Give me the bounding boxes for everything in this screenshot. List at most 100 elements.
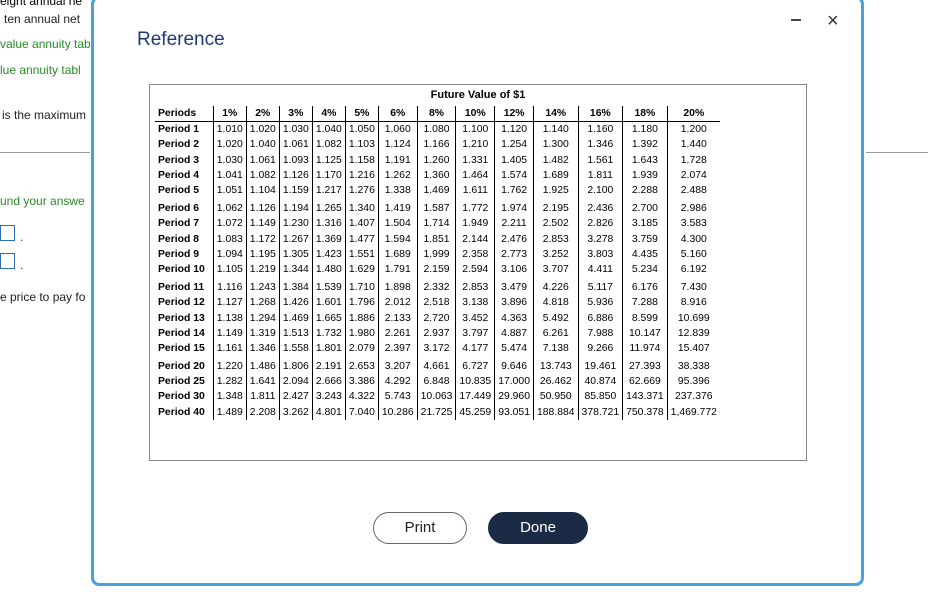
column-header-rate: 10% (455, 106, 495, 123)
answer-input-1[interactable] (0, 225, 15, 241)
table-cell: 1.230 (278, 216, 313, 232)
table-cell: 1.041 (212, 167, 247, 183)
table-cell: 2.720 (416, 310, 456, 326)
bg-period-2: . (20, 258, 24, 272)
table-cell: 40.874 (577, 374, 623, 390)
table-cell: 38.338 (666, 356, 720, 375)
table-cell: 1.939 (622, 167, 668, 183)
table-cell: 17.449 (455, 389, 495, 405)
table-cell: 3.797 (455, 325, 495, 341)
table-cell: 1.348 (212, 389, 247, 405)
table-cell: 1.161 (212, 340, 247, 356)
table-cell: 4.322 (344, 389, 379, 405)
table-cell: 1.160 (577, 121, 623, 138)
table-cell: 1.641 (245, 374, 280, 390)
table-cell: 1.482 (532, 152, 579, 168)
table-cell: 3.278 (577, 231, 623, 247)
period-label: Period 25 (158, 376, 205, 388)
table-cell: 1.060 (377, 121, 418, 138)
column-header-rate: 6% (377, 106, 418, 123)
column-header-rate: 18% (622, 106, 668, 123)
table-cell: 3.262 (278, 404, 313, 420)
table-cell: 2.195 (532, 198, 579, 217)
table-cell: 6.192 (666, 261, 720, 278)
period-label: Period 6 (158, 203, 199, 215)
table-cell: 5.234 (622, 261, 668, 278)
table-cell: 3.479 (494, 277, 534, 296)
table-cell: 6.727 (455, 356, 495, 375)
table-cell: 21.725 (416, 404, 456, 420)
period-label: Period 5 (158, 185, 199, 197)
table-row: Period 20 1.220 1.486 1.806 2.191 2.653 3.207 4… (155, 356, 720, 375)
bg-text-maximum: is the maximum (2, 108, 87, 122)
table-cell: 1.419 (377, 198, 418, 217)
table-row: Period 9 1.094 1.195 1.305 1.423 1.551 1.689 1.… (155, 246, 720, 262)
bg-link-future-value-annuity[interactable]: lue annuity tabl (0, 63, 81, 77)
table-row: Period 11 1.116 1.243 1.384 1.539 1.710 1.898 2… (155, 277, 720, 296)
bg-link-present-value-annuity[interactable]: value annuity tab (0, 37, 90, 51)
table-cell: 2.358 (455, 246, 495, 262)
period-label: Period 9 (158, 248, 199, 260)
table-cell: 1,469.772 (666, 404, 720, 420)
print-button[interactable]: Print (373, 512, 467, 544)
table-cell: 2.208 (245, 404, 280, 420)
minus-icon[interactable] (791, 19, 801, 21)
table-cell: 2.700 (622, 198, 668, 217)
table-cell: 1.159 (278, 182, 313, 199)
table-cell: 5.936 (577, 295, 623, 311)
table-cell: 1.340 (344, 198, 379, 217)
table-cell: 62.669 (622, 374, 668, 390)
table-cell: 2.502 (532, 216, 579, 232)
table-cell: 3.583 (666, 216, 720, 232)
answer-input-2[interactable] (0, 253, 15, 269)
table-cell: 1.392 (622, 137, 668, 153)
table-cell: 1.254 (494, 137, 534, 153)
bg-text-2: ten annual net (4, 12, 81, 26)
table-cell: 2.653 (344, 356, 379, 375)
column-header-rate: 8% (416, 106, 456, 123)
table-row: Period 8 1.083 1.172 1.267 1.369 1.477 1.594 1.… (155, 231, 720, 247)
table-cell: 4.818 (532, 295, 579, 311)
table-cell: 8.916 (666, 295, 720, 311)
table-cell: 1.405 (494, 152, 534, 168)
table-cell: 2.133 (377, 310, 418, 326)
reference-modal: Reference × Future Value of $1 Periods 1%… (91, 0, 864, 586)
column-header-rate: 3% (278, 106, 313, 123)
table-cell: 2.012 (377, 295, 418, 311)
table-row: Period 12 1.127 1.268 1.426 1.601 1.796 2.012 2… (155, 295, 720, 311)
table-cell: 1.276 (344, 182, 379, 199)
table-cell: 1.791 (377, 261, 418, 278)
future-value-table-panel: Future Value of $1 Periods 1% 2% 3% 4% 5% 6% 8%… (149, 84, 807, 461)
table-cell: 95.396 (666, 374, 720, 390)
table-cell: 1.210 (455, 137, 495, 153)
table-cell: 3.172 (416, 340, 456, 356)
done-button[interactable]: Done (488, 512, 588, 544)
table-cell: 1.262 (377, 167, 418, 183)
bg-divider-right (866, 152, 928, 153)
table-cell: 1.243 (245, 277, 280, 296)
table-cell: 1.477 (344, 231, 379, 247)
table-cell: 3.803 (577, 246, 623, 262)
table-cell: 1.319 (245, 325, 280, 341)
table-cell: 7.430 (666, 277, 720, 296)
period-label: Period 1 (158, 124, 199, 136)
table-cell: 2.594 (455, 261, 495, 278)
table-cell: 2.427 (278, 389, 313, 405)
table-cell: 15.407 (666, 340, 720, 356)
table-cell: 3.707 (532, 261, 579, 278)
table-cell: 9.266 (577, 340, 623, 356)
table-row: Period 5 1.051 1.104 1.159 1.217 1.276 1.338 1.… (155, 182, 720, 199)
period-label: Period 40 (158, 406, 205, 418)
table-cell: 1.062 (212, 198, 247, 217)
table-cell: 50.950 (532, 389, 579, 405)
bg-divider (0, 152, 90, 153)
table-cell: 1.040 (311, 121, 346, 138)
table-cell: 7.288 (622, 295, 668, 311)
close-icon[interactable]: × (827, 10, 839, 32)
column-header-rate: 12% (494, 106, 534, 123)
table-cell: 19.461 (577, 356, 623, 375)
period-label: Period 11 (158, 282, 205, 294)
table-cell: 7.988 (577, 325, 623, 341)
table-cell: 1.105 (212, 261, 247, 278)
table-cell: 4.801 (311, 404, 346, 420)
